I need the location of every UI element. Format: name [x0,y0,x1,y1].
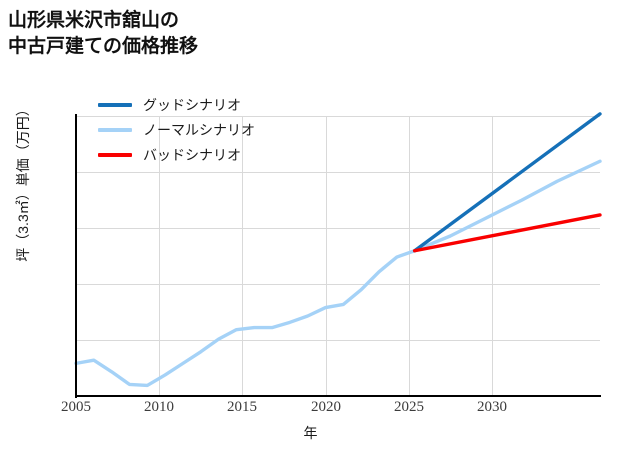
legend-item-normal: ノーマルシナリオ [98,117,308,142]
legend-swatch-good [98,102,132,107]
series-line-バッドシナリオ [412,213,602,253]
legend: グッドシナリオ ノーマルシナリオ バッドシナリオ [98,92,308,167]
gridline-x-2030 [492,116,493,396]
x-axis-title: 年 [303,425,318,441]
gridline-x-2025 [409,116,410,396]
series-lines [74,112,602,388]
y-axis-title: 坪（3.3㎡）単価（万円） [15,102,31,262]
gridline-x-2015 [242,116,243,396]
gridline-y-55 [76,116,600,117]
gridline-y-40 [76,284,600,285]
series-line-ノーマルシナリオ [74,159,602,388]
x-tick-2005: 2005 [61,399,91,415]
legend-swatch-normal [98,127,132,132]
x-tick-2025: 2025 [394,399,424,415]
x-axis-tick-labels: 2005 2010 2015 2020 2025 2030 [0,399,621,423]
x-tick-2010: 2010 [144,399,174,415]
gridline-y-45 [76,228,600,229]
gridline-y-35 [76,340,600,341]
legend-label-good: グッドシナリオ [143,98,241,114]
x-tick-2030: 2030 [477,399,507,415]
legend-label-bad: バッドシナリオ [143,148,241,164]
legend-swatch-bad [98,152,132,157]
gridline-x-2020 [326,116,327,396]
gridline-y-50 [76,172,600,173]
series-line-グッドシナリオ [412,112,602,253]
legend-label-normal: ノーマルシナリオ [143,123,255,139]
y-axis-line [75,114,77,398]
legend-item-good: グッドシナリオ [98,92,308,117]
legend-item-bad: バッドシナリオ [98,142,308,167]
page-title: 山形県米沢市舘山の 中古戸建ての価格推移 [8,10,199,57]
x-tick-2020: 2020 [311,399,341,415]
x-axis-line [75,395,601,397]
x-tick-2015: 2015 [227,399,257,415]
gridline-x-2010 [159,116,160,396]
y-axis-tick-labels: 55 50 45 40 35 30 [0,0,70,465]
